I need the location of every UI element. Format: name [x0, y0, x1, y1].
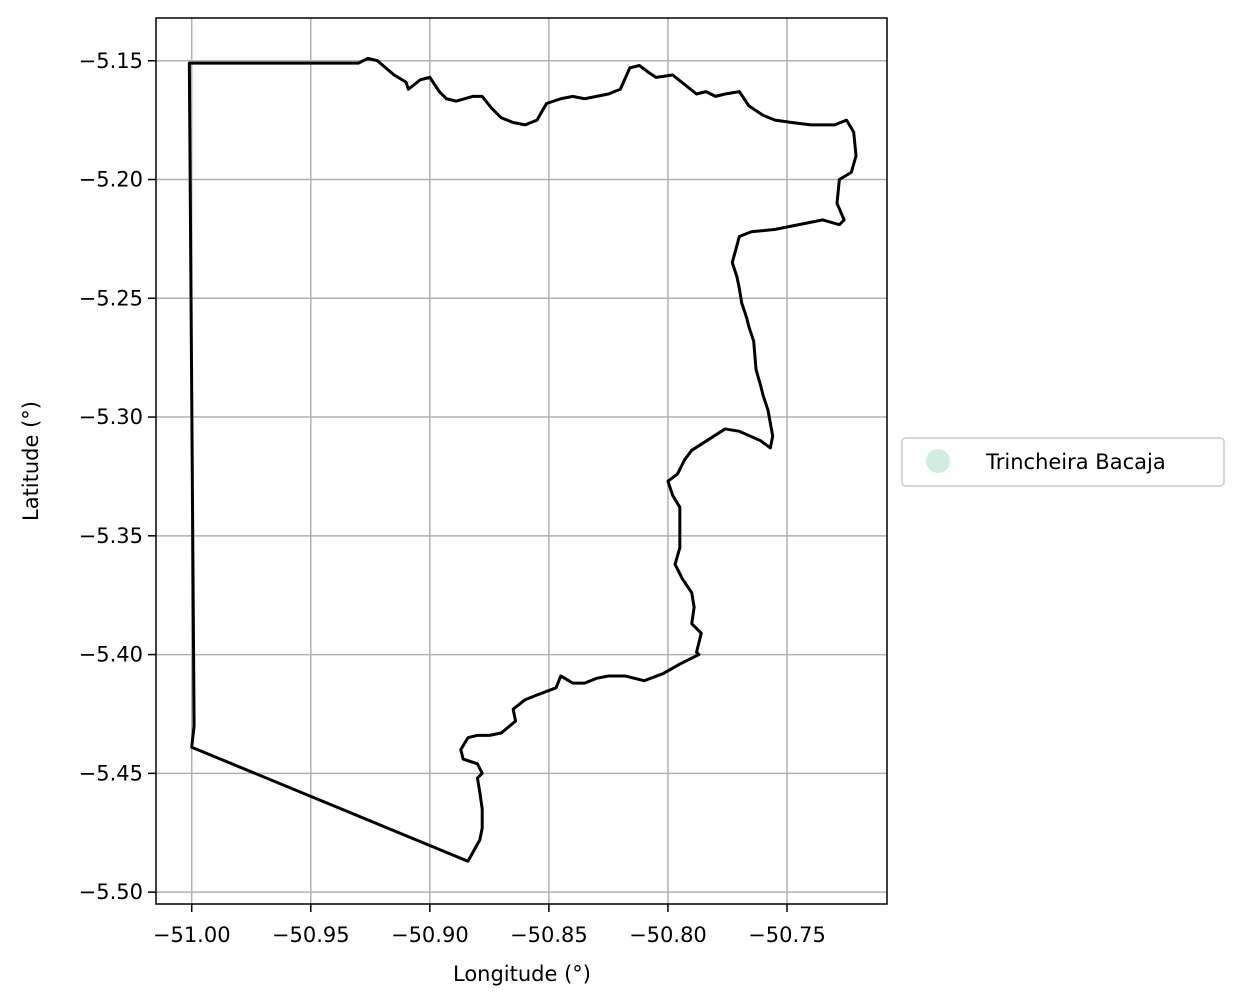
y-axis-ticks: −5.15 −5.20 −5.25 −5.30 −5.35 −5.40 −5.45 −5.50	[79, 49, 156, 904]
y-tick-label: −5.25	[79, 286, 143, 310]
legend-label-trincheira-bacaja: Trincheira Bacaja	[985, 450, 1166, 474]
y-tick-label: −5.35	[79, 524, 143, 548]
gridlines	[156, 18, 887, 904]
y-tick-label: −5.15	[79, 49, 143, 73]
x-tick-label: −50.85	[510, 923, 588, 947]
y-tick-label: −5.45	[79, 761, 143, 785]
boundary-layer	[187, 56, 858, 863]
x-axis-ticks: −51.00 −50.95 −50.90 −50.85 −50.80 −50.75	[153, 904, 826, 947]
y-tick-label: −5.20	[79, 168, 143, 192]
x-tick-label: −50.95	[272, 923, 350, 947]
legend: Trincheira Bacaja	[901, 437, 1225, 487]
y-tick-label: −5.50	[79, 880, 143, 904]
x-tick-label: −50.90	[391, 923, 469, 947]
y-tick-label: −5.40	[79, 643, 143, 667]
x-tick-label: −51.00	[153, 923, 231, 947]
plot-frame	[155, 17, 888, 905]
x-axis-label: Longitude (°)	[453, 962, 591, 986]
y-tick-label: −5.30	[79, 405, 143, 429]
legend-box	[901, 437, 1225, 487]
x-tick-label: −50.75	[748, 923, 826, 947]
boundary-trincheira-bacaja	[187, 56, 858, 863]
x-tick-label: −50.80	[629, 923, 707, 947]
y-axis-label: Latitude (°)	[19, 401, 43, 521]
legend-marker-trincheira-bacaja	[926, 449, 950, 473]
